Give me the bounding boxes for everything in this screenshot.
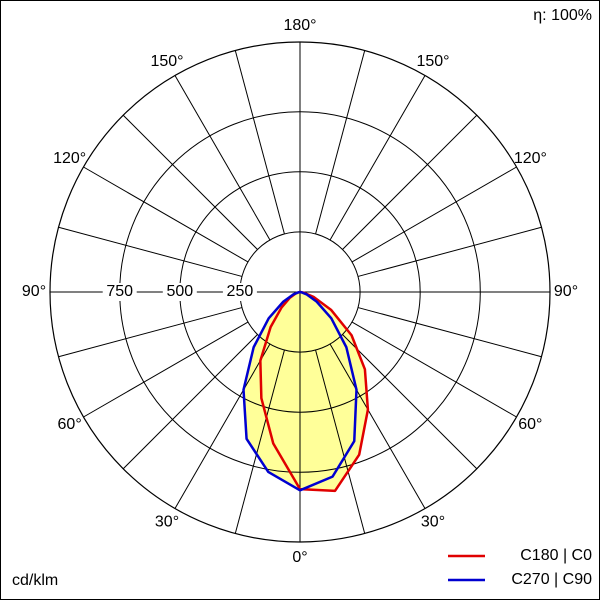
legend-label: C180 | C0 (520, 547, 592, 564)
spoke (351, 321, 517, 418)
angle-tick-label: 90° (554, 283, 578, 300)
spoke (329, 343, 426, 509)
efficiency: η: 100% (533, 7, 592, 24)
r-tick-label: 250 (227, 283, 254, 300)
spoke (357, 307, 542, 358)
unit-label: cd/klm (12, 572, 58, 589)
r-tick-label: 500 (166, 283, 193, 300)
spoke (174, 343, 271, 509)
spoke (342, 114, 478, 250)
spoke (234, 349, 285, 534)
spoke (83, 321, 249, 418)
spoke (315, 349, 366, 534)
tick-label-bg (102, 283, 137, 301)
angle-tick-label: 30° (155, 514, 179, 531)
spoke (122, 114, 258, 250)
spoke (351, 166, 517, 263)
angle-tick-label: 150° (150, 53, 183, 70)
angle-tick-label: 60° (518, 416, 542, 433)
angle-tick-label: 180° (283, 17, 316, 34)
angle-tick-label: 0° (292, 549, 307, 566)
legend-label: C270 | C90 (511, 571, 592, 588)
outer-circle (49, 41, 551, 543)
spoke (58, 226, 243, 277)
r-tick-label: 750 (106, 283, 133, 300)
spoke (357, 226, 542, 277)
spoke (234, 50, 285, 235)
tick-label-bg (222, 283, 257, 301)
spoke (83, 166, 249, 263)
angle-tick-label: 30° (421, 514, 445, 531)
spoke (315, 50, 366, 235)
tick-label-bg (162, 283, 197, 301)
angle-tick-label: 60° (58, 416, 82, 433)
spoke (122, 334, 258, 470)
spoke (329, 75, 426, 241)
spoke (58, 307, 243, 358)
angle-tick-label: 120° (53, 150, 86, 167)
spoke (174, 75, 271, 241)
angle-tick-label: 150° (416, 53, 449, 70)
angle-tick-label: 90° (22, 283, 46, 300)
angle-tick-label: 120° (514, 150, 547, 167)
intensity-curve (242, 290, 358, 492)
spoke (342, 334, 478, 470)
